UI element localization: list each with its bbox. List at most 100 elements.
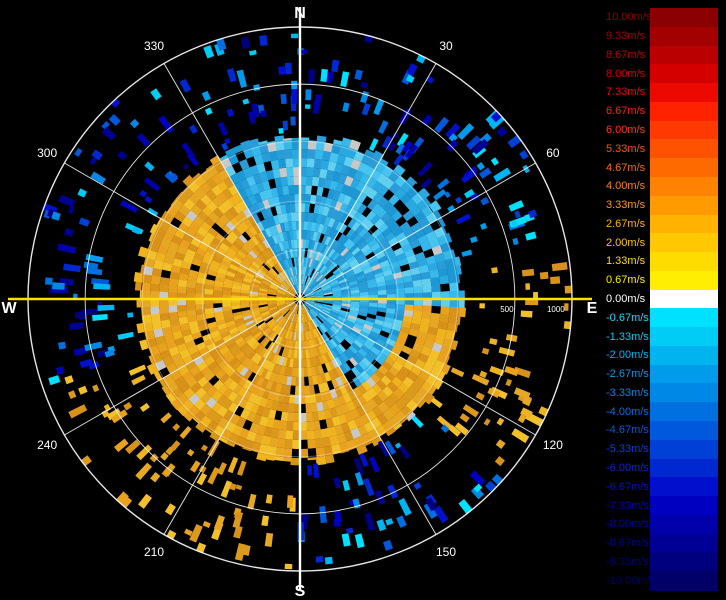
velocity-cell bbox=[351, 264, 362, 273]
velocity-cell bbox=[324, 352, 332, 363]
velocity-cell bbox=[214, 355, 226, 366]
velocity-cell bbox=[372, 246, 384, 256]
velocity-cell bbox=[323, 245, 331, 255]
velocity-cell bbox=[267, 300, 277, 303]
velocity-cell bbox=[401, 345, 413, 356]
velocity-cell bbox=[330, 378, 340, 389]
velocity-return bbox=[125, 439, 141, 455]
velocity-return bbox=[235, 484, 243, 491]
velocity-cell bbox=[369, 330, 380, 339]
velocity-cell bbox=[250, 282, 261, 289]
velocity-return bbox=[489, 365, 505, 377]
velocity-cell bbox=[321, 307, 331, 313]
velocity-cell bbox=[222, 255, 233, 264]
velocity-cell bbox=[217, 322, 228, 331]
velocity-cell bbox=[367, 363, 379, 374]
colorbar-label: -8.00m/s bbox=[606, 518, 649, 531]
velocity-cell bbox=[303, 303, 311, 311]
velocity-cell bbox=[279, 167, 288, 178]
velocity-cell bbox=[209, 241, 220, 251]
velocity-cell bbox=[246, 321, 256, 329]
velocity-cell bbox=[308, 384, 316, 395]
velocity-cell bbox=[296, 275, 299, 285]
velocity-cell bbox=[311, 283, 320, 291]
velocity-return bbox=[454, 422, 469, 436]
colorbar-label: 7.33m/s bbox=[606, 86, 646, 99]
velocity-cell bbox=[313, 305, 322, 311]
velocity-cell bbox=[310, 240, 316, 250]
velocity-return bbox=[539, 271, 549, 280]
velocity-cell bbox=[237, 376, 248, 388]
velocity-return bbox=[525, 231, 537, 241]
colorbar-label: -2.67m/s bbox=[606, 368, 649, 381]
velocity-cell bbox=[247, 371, 257, 383]
velocity-cell bbox=[341, 263, 351, 272]
velocity-cell bbox=[191, 172, 201, 181]
velocity-cell bbox=[385, 251, 397, 261]
velocity-cell bbox=[308, 311, 315, 320]
velocity-return bbox=[521, 268, 535, 277]
velocity-cell bbox=[378, 222, 389, 234]
velocity-return bbox=[101, 126, 117, 141]
velocity-cell bbox=[393, 199, 406, 212]
velocity-cell bbox=[270, 245, 278, 255]
velocity-cell bbox=[250, 307, 260, 313]
velocity-cell bbox=[356, 444, 368, 455]
velocity-cell bbox=[268, 371, 276, 382]
velocity-cell bbox=[249, 288, 259, 293]
velocity-cell bbox=[322, 343, 330, 353]
velocity-return bbox=[520, 310, 533, 318]
velocity-cell bbox=[195, 341, 207, 351]
velocity-cell bbox=[270, 187, 279, 198]
velocity-cell bbox=[247, 215, 257, 227]
velocity-cell bbox=[218, 436, 228, 444]
velocity-cell bbox=[300, 137, 310, 141]
velocity-return bbox=[164, 503, 176, 516]
velocity-cell bbox=[251, 328, 261, 337]
velocity-cell bbox=[313, 304, 323, 309]
velocity-cell bbox=[256, 386, 266, 398]
velocity-cell bbox=[306, 158, 316, 168]
velocity-cell bbox=[328, 313, 338, 321]
velocity-cell bbox=[290, 448, 300, 458]
velocity-cell bbox=[389, 328, 400, 338]
velocity-cell bbox=[300, 203, 306, 213]
velocity-cell bbox=[313, 328, 320, 338]
velocity-cell bbox=[258, 140, 268, 146]
velocity-cell bbox=[384, 370, 396, 382]
velocity-cell bbox=[291, 276, 296, 285]
velocity-cell bbox=[207, 226, 219, 238]
velocity-cell bbox=[318, 335, 326, 345]
velocity-cell bbox=[315, 315, 324, 324]
velocity-cell bbox=[218, 228, 229, 239]
velocity-cell bbox=[182, 387, 196, 400]
velocity-cell bbox=[288, 288, 296, 295]
velocity-cell bbox=[339, 328, 349, 338]
velocity-cell bbox=[300, 304, 304, 314]
velocity-cell bbox=[286, 339, 292, 349]
velocity-cell bbox=[270, 309, 280, 316]
velocity-cell bbox=[285, 301, 295, 306]
velocity-cell bbox=[285, 294, 295, 298]
colorbar-label: -7.33m/s bbox=[606, 499, 649, 512]
velocity-cell bbox=[304, 302, 312, 310]
velocity-cell bbox=[284, 310, 292, 319]
velocity-return bbox=[227, 456, 239, 474]
velocity-cell bbox=[282, 259, 289, 269]
velocity-cell bbox=[296, 304, 299, 314]
velocity-cell bbox=[352, 200, 363, 212]
velocity-cell bbox=[294, 304, 299, 314]
velocity-cell bbox=[316, 326, 323, 336]
velocity-cell bbox=[262, 262, 271, 271]
velocity-cell bbox=[170, 323, 182, 334]
velocity-cell bbox=[431, 284, 441, 293]
velocity-cell bbox=[237, 386, 248, 398]
velocity-cell bbox=[210, 401, 223, 414]
velocity-cell bbox=[305, 300, 315, 304]
velocity-cell bbox=[386, 288, 396, 295]
velocity-cell bbox=[262, 313, 272, 320]
velocity-cell bbox=[280, 328, 287, 338]
velocity-cell bbox=[222, 290, 232, 296]
velocity-return bbox=[395, 143, 406, 155]
velocity-cell bbox=[364, 220, 375, 232]
